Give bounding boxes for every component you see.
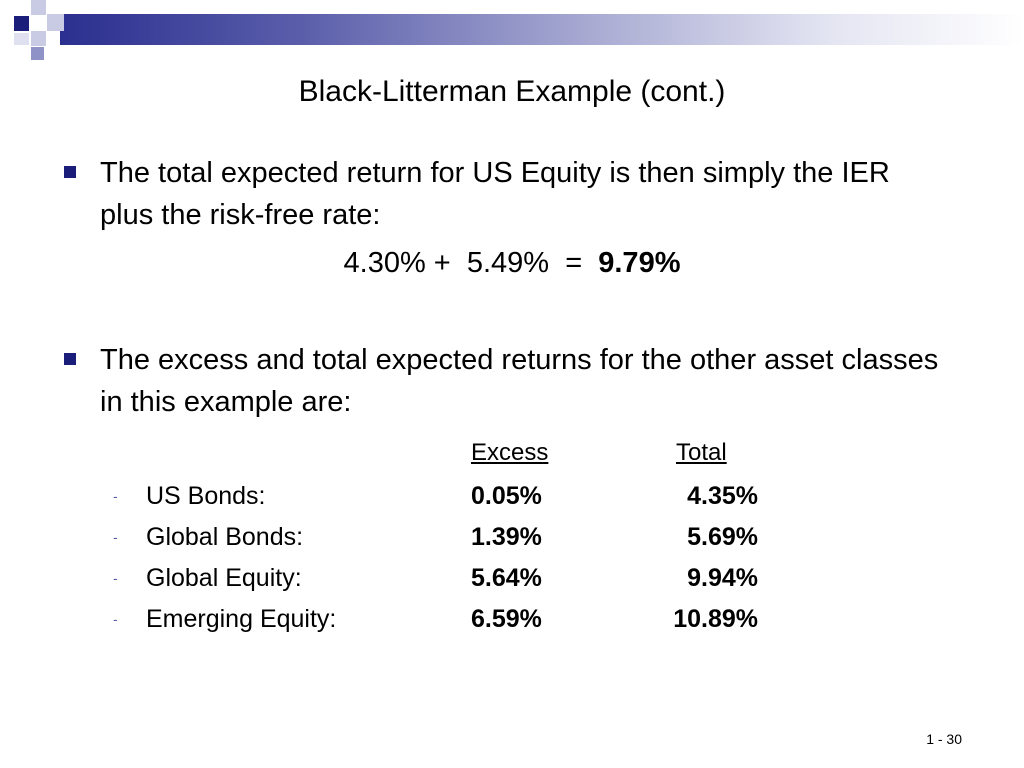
excess-value: 5.64%: [471, 564, 542, 592]
decor-square: [31, 47, 44, 60]
excess-value: 0.05%: [471, 482, 542, 510]
table-row: - Emerging Equity: 6.59% 10.89%: [0, 599, 1024, 639]
row-label: Emerging Equity:: [146, 605, 337, 633]
bullet-text: The total expected return for US Equity …: [100, 157, 890, 231]
equation: 4.30% + 5.49% = 9.79%: [0, 243, 1024, 283]
dash-marker: -: [113, 570, 118, 586]
page-number: 1 - 30: [926, 731, 962, 747]
bullet-text: The excess and total expected returns fo…: [100, 344, 939, 418]
excess-value: 6.59%: [471, 605, 542, 633]
bullet-square-icon: [64, 353, 76, 365]
column-header-excess: Excess: [471, 439, 549, 466]
decor-square: [14, 16, 29, 31]
row-label: Global Bonds:: [146, 523, 304, 551]
decor-square: [31, 0, 46, 15]
dash-marker: -: [113, 611, 118, 627]
bullet-square-icon: [64, 166, 76, 178]
total-value: 10.89%: [673, 605, 758, 633]
decor-square: [0, 0, 12, 12]
table-row: - Global Equity: 5.64% 9.94%: [0, 558, 1024, 598]
header-gradient-bar: [60, 14, 1024, 45]
slide-title: Black-Litterman Example (cont.): [298, 75, 726, 108]
row-label: US Bonds:: [146, 482, 266, 510]
table-row: - US Bonds: 0.05% 4.35%: [0, 476, 1024, 516]
decor-square: [47, 14, 64, 31]
total-value: 9.94%: [687, 564, 758, 592]
dash-marker: -: [113, 529, 118, 545]
equation-result: 9.79%: [598, 247, 681, 279]
column-header-total: Total: [676, 439, 727, 466]
decor-square: [14, 33, 29, 45]
total-value: 4.35%: [687, 482, 758, 510]
table-row: - Global Bonds: 1.39% 5.69%: [0, 517, 1024, 557]
equation-lhs: 4.30% + 5.49% =: [343, 247, 599, 279]
decor-square: [31, 31, 46, 46]
excess-value: 1.39%: [471, 523, 542, 551]
total-value: 5.69%: [687, 523, 758, 551]
row-label: Global Equity:: [146, 564, 302, 592]
dash-marker: -: [113, 488, 118, 504]
